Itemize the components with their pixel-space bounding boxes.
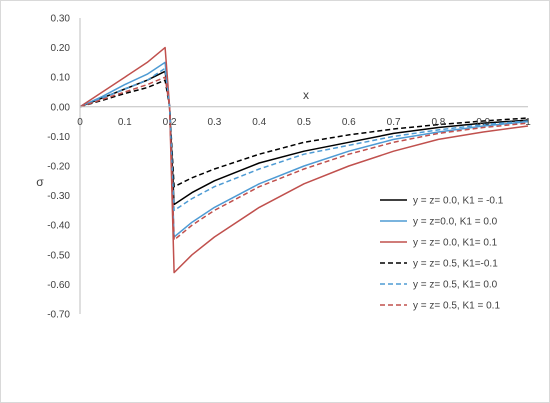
y-tick-label: -0.20 [47,162,70,173]
series-line-5 [79,67,529,212]
legend-label-3: y = z= 0.0, K1= 0.1 [413,238,498,249]
legend-label-4: y = z= 0.5, K1=-0.1 [413,259,498,270]
x-tick-label: 0.9 [476,117,490,128]
x-axis-title: x [303,88,309,102]
legend: y = z= 0.0, K1 = -0.1 y = z=0.0, K1 = 0.0… [380,196,504,312]
x-tick-label: 0.5 [297,117,311,128]
y-tick-label: -0.50 [47,250,70,261]
x-tick-label: 0.3 [207,117,221,128]
legend-label-1: y = z= 0.0, K1 = -0.1 [413,196,504,207]
y-tick-labels: 0.30 0.20 0.10 0.00 -0.10 -0.20 -0.30 -0.40 -0.5… [47,14,70,321]
y-tick-label: -0.60 [47,280,70,291]
series-layer [79,46,529,274]
x-tick-label: 0.7 [387,117,401,128]
x-tick-label: 0.8 [431,117,445,128]
series-line-4 [79,79,529,188]
x-tick-label: 0.1 [118,117,132,128]
y-axis-title: σ [36,175,44,189]
legend-label-2: y = z=0.0, K1 = 0.0 [413,217,498,228]
y-tick-label: 0.30 [51,14,71,25]
y-tick-label: 0.00 [51,102,71,113]
y-tick-label: -0.70 [47,310,70,321]
legend-label-6: y = z= 0.5, K1 = 0.1 [413,301,500,312]
x-tick-label: 0.4 [252,117,266,128]
x-tick-label: 0 [77,117,83,128]
plot-area: 0.300.200.100.00-0.10-0.20-0.30-0.40-0.5… [47,14,531,321]
series-line-6 [79,76,529,241]
y-tick-label: -0.40 [47,221,70,232]
y-tick-label: -0.10 [47,132,70,143]
y-tick-label: -0.30 [47,191,70,202]
series-line-3 [79,46,529,274]
legend-label-5: y = z= 0.5, K1= 0.0 [413,280,498,291]
y-tick-label: 0.20 [51,43,71,54]
y-tick-label: 0.10 [51,73,71,84]
x-tick-labels: 0 0.1 0.2 0.3 0.4 0.5 0.6 0.7 0.8 0.9 1 [77,117,531,128]
series-line-2 [79,61,529,238]
x-tick-label: 0.6 [342,117,356,128]
x-tick-label: 0.2 [163,117,177,128]
x-tick-label: 1 [525,117,531,128]
